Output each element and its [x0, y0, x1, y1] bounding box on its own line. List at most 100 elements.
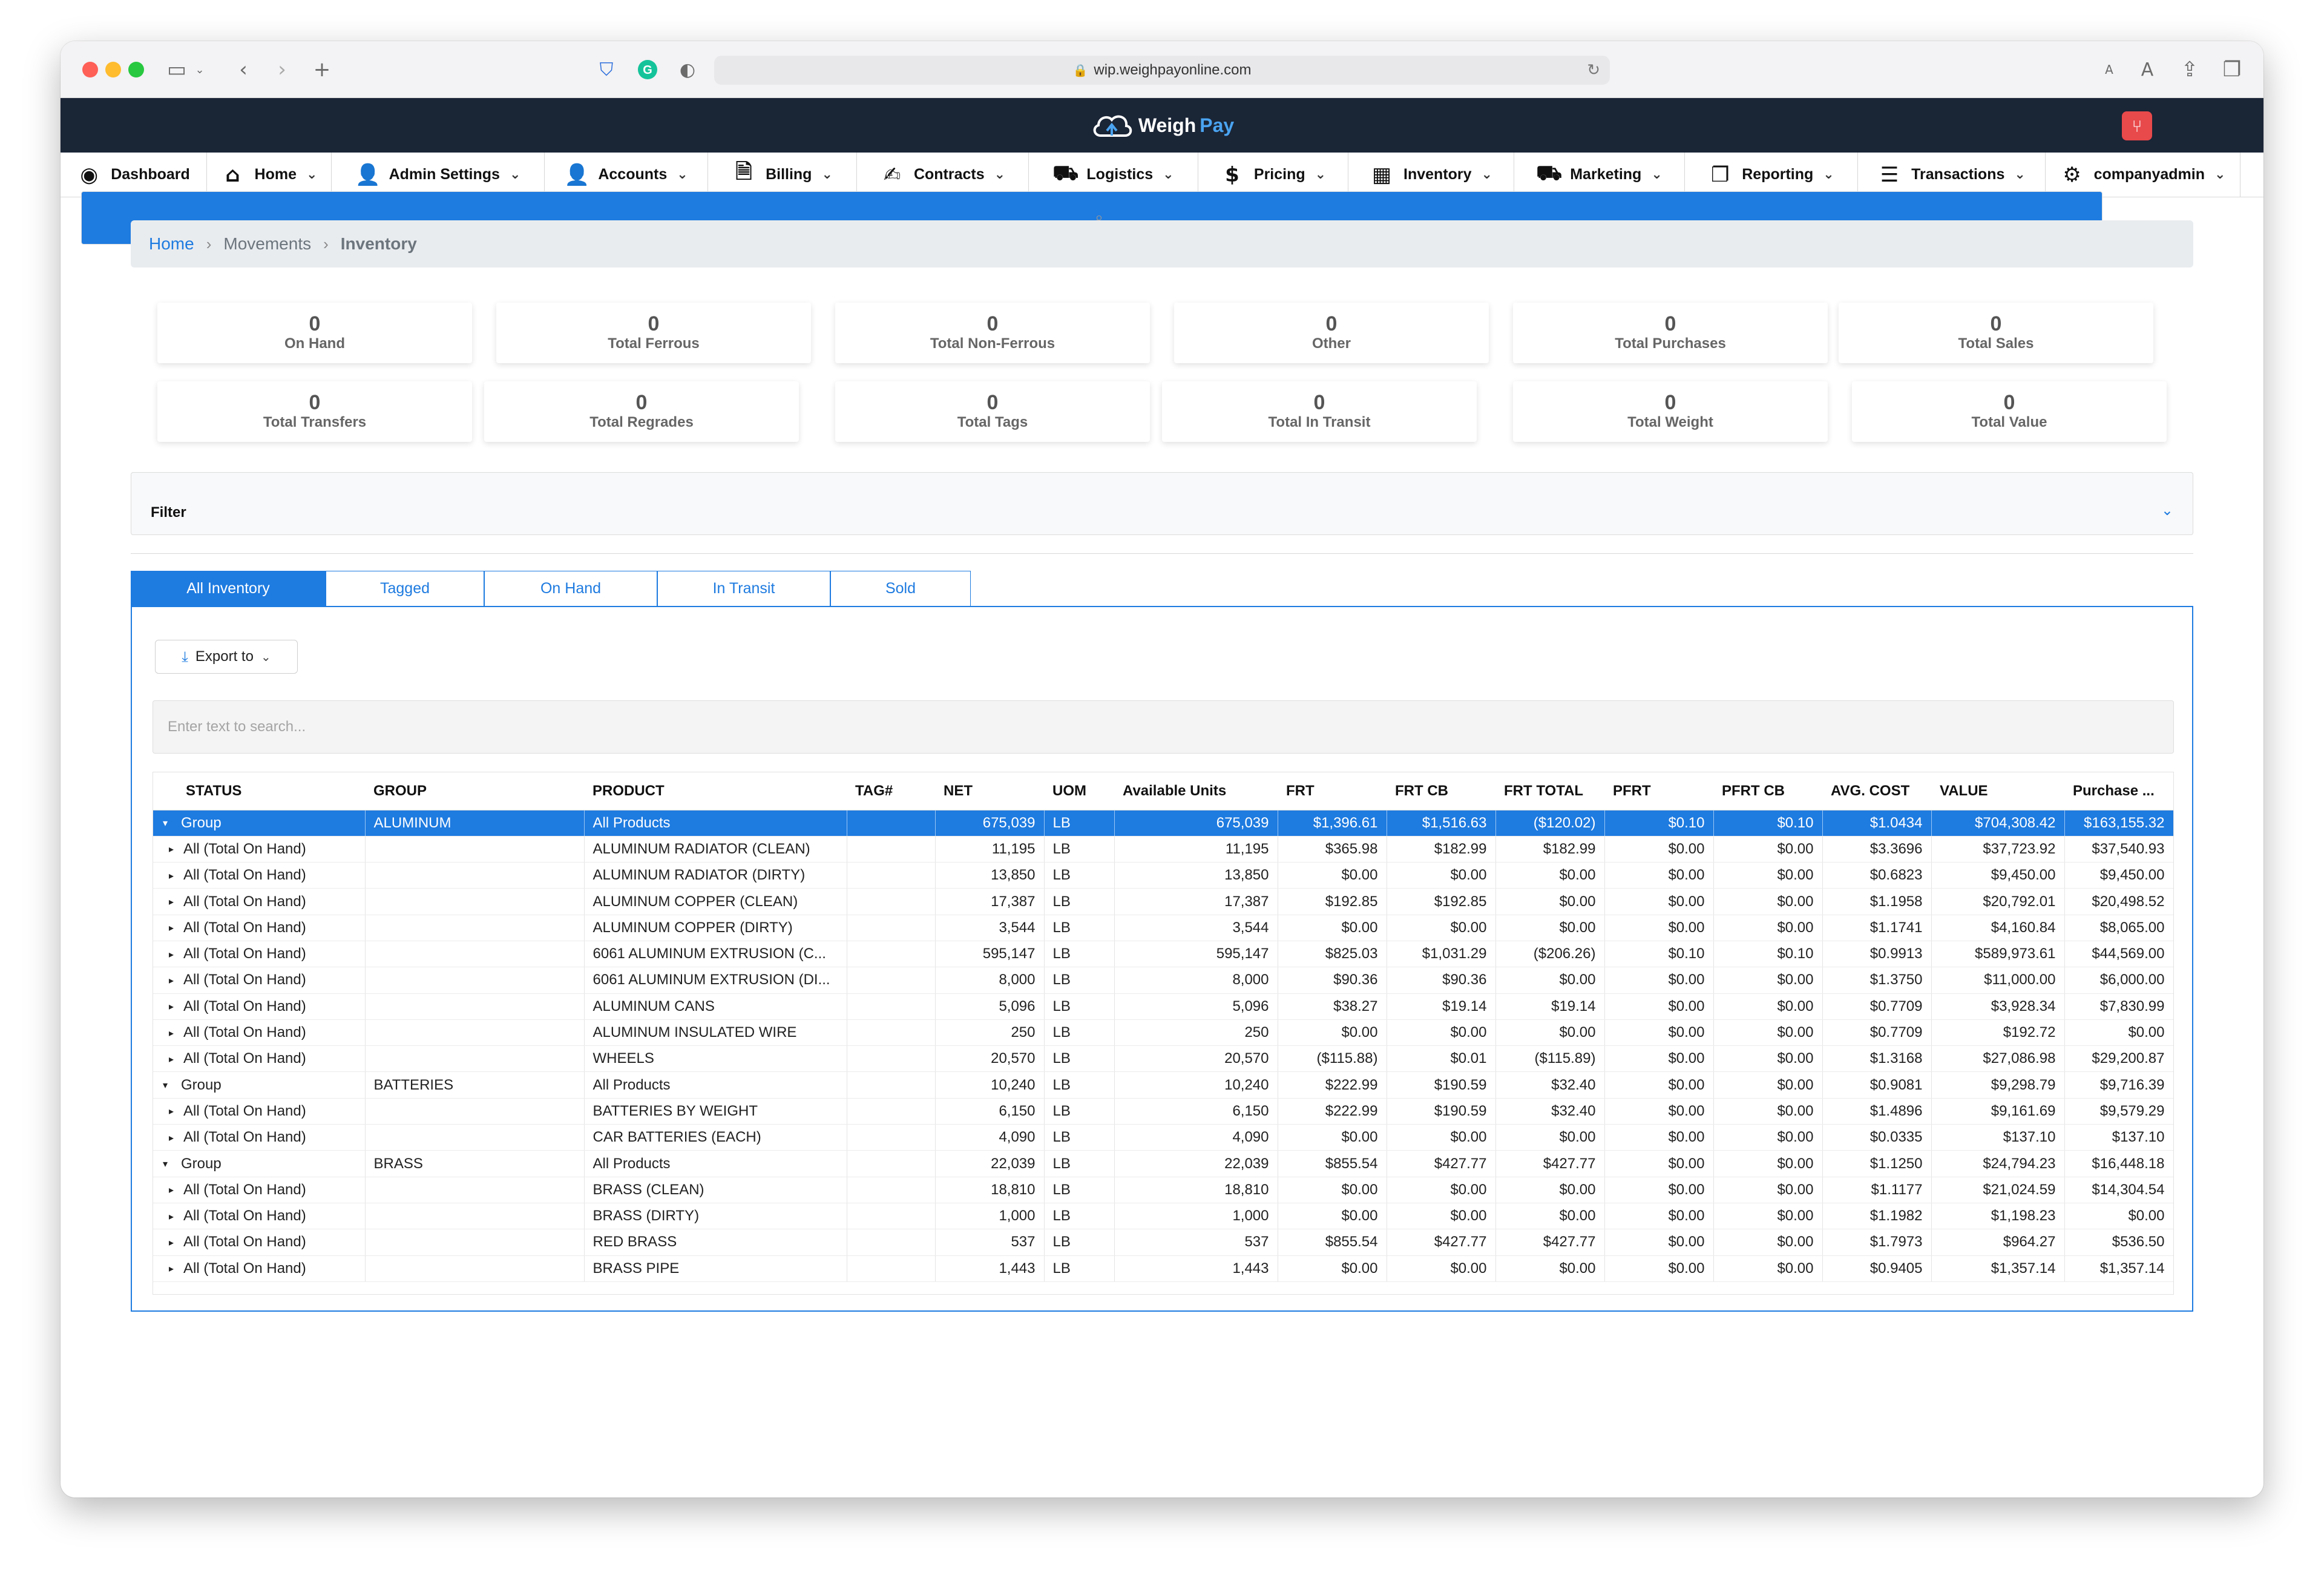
- grammarly-icon[interactable]: G: [635, 54, 660, 85]
- expand-caret-icon[interactable]: ▸: [153, 1255, 177, 1282]
- column-header[interactable]: PRODUCT: [584, 772, 847, 810]
- expand-caret-icon[interactable]: ▸: [153, 836, 177, 863]
- minimize-window-button[interactable]: [105, 62, 121, 77]
- expand-caret-icon[interactable]: ▸: [153, 941, 177, 968]
- zoom-window-button[interactable]: [128, 62, 144, 77]
- cell-frt: $192.85: [1278, 888, 1387, 915]
- table-row[interactable]: ▸ All (Total On Hand) RED BRASS 537 LB 537 $85…: [153, 1229, 2173, 1256]
- expand-caret-icon[interactable]: ▸: [153, 1098, 177, 1125]
- collapse-caret-icon[interactable]: ▾: [153, 810, 177, 837]
- sidebar-toggle-icon[interactable]: ▭: [166, 58, 187, 82]
- cell-pfrtcb: $0.00: [1713, 1150, 1823, 1177]
- nav-accounts[interactable]: 👤 Accounts ⌄: [545, 153, 708, 197]
- cell-purchase: $29,200.87: [2064, 1045, 2173, 1073]
- column-header[interactable]: GROUP: [365, 772, 584, 810]
- chevron-down-icon[interactable]: ⌄: [195, 63, 205, 76]
- tab-sold[interactable]: Sold: [830, 571, 971, 606]
- branch-button[interactable]: ⑂: [2122, 111, 2152, 140]
- expand-caret-icon[interactable]: ▸: [153, 993, 177, 1020]
- nav-inventory[interactable]: ▦ Inventory ⌄: [1348, 153, 1514, 197]
- expand-caret-icon[interactable]: ▸: [153, 1229, 177, 1256]
- tab-all-inventory[interactable]: All Inventory: [131, 571, 326, 606]
- nav-contracts[interactable]: ✍ Contracts ⌄: [857, 153, 1029, 197]
- column-header[interactable]: UOM: [1044, 772, 1114, 810]
- table-row[interactable]: ▸ All (Total On Hand) ALUMINUM RADIATOR (C…: [153, 836, 2173, 863]
- column-header[interactable]: AVG. COST: [1822, 772, 1931, 810]
- table-row[interactable]: ▸ All (Total On Hand) BRASS (CLEAN) 18,810 L…: [153, 1177, 2173, 1203]
- filter-panel[interactable]: Filter ⌄: [131, 472, 2193, 535]
- share-icon[interactable]: ⇪: [2181, 58, 2199, 82]
- column-header[interactable]: PFRT CB: [1713, 772, 1822, 810]
- new-tab-icon[interactable]: +: [313, 58, 331, 82]
- group-row[interactable]: ▾ Group BRASS All Products 22,039 LB 22,039 $85…: [153, 1150, 2173, 1177]
- column-header[interactable]: Purchase ...: [2064, 772, 2173, 810]
- privacy-icon[interactable]: ◐: [679, 59, 696, 81]
- expand-caret-icon[interactable]: ▸: [153, 862, 177, 889]
- search-input[interactable]: [153, 700, 2174, 754]
- nav-dashboard[interactable]: ◉ Dashboard: [61, 153, 207, 197]
- column-header[interactable]: Available Units: [1114, 772, 1278, 810]
- nav-marketing[interactable]: ⛟ Marketing ⌄: [1514, 153, 1685, 197]
- export-button[interactable]: ⤓ Export to ⌄: [155, 640, 298, 674]
- group-row[interactable]: ▾ Group BATTERIES All Products 10,240 LB 10,24…: [153, 1071, 2173, 1099]
- table-row[interactable]: ▸ All (Total On Hand) ALUMINUM RADIATOR (D…: [153, 862, 2173, 889]
- table-row[interactable]: ▸ All (Total On Hand) BRASS (DIRTY) 1,000 LB…: [153, 1203, 2173, 1230]
- expand-caret-icon[interactable]: ▸: [153, 888, 177, 915]
- weighpay-logo[interactable]: Weigh Pay: [1090, 111, 1234, 139]
- table-row[interactable]: ▸ All (Total On Hand) 6061 ALUMINUM EXTRUS…: [153, 941, 2173, 968]
- expand-caret-icon[interactable]: ▸: [153, 1177, 177, 1203]
- table-row[interactable]: ▸ All (Total On Hand) WHEELS 20,570 LB 20,570…: [153, 1045, 2173, 1073]
- collapse-caret-icon[interactable]: ▾: [153, 1071, 177, 1099]
- group-row[interactable]: ▾ Group ALUMINUM All Products 675,039 LB 675,0…: [153, 810, 2173, 837]
- nav-transactions[interactable]: ☰ Transactions ⌄: [1858, 153, 2046, 197]
- column-header[interactable]: NET: [935, 772, 1044, 810]
- shield-icon[interactable]: ⛉: [599, 59, 614, 81]
- tab-on-hand[interactable]: On Hand: [484, 571, 657, 606]
- column-header[interactable]: F: [2173, 772, 2174, 810]
- tab-tagged[interactable]: Tagged: [326, 571, 484, 606]
- expand-caret-icon[interactable]: ▸: [153, 1203, 177, 1230]
- nav-reporting[interactable]: ❐ Reporting ⌄: [1685, 153, 1858, 197]
- table-row[interactable]: ▸ All (Total On Hand) ALUMINUM COPPER (DIR…: [153, 915, 2173, 941]
- table-row[interactable]: ▸ All (Total On Hand) ALUMINUM INSULATED W…: [153, 1019, 2173, 1047]
- reload-icon[interactable]: ↻: [1587, 61, 1600, 79]
- breadcrumb-home[interactable]: Home: [149, 234, 194, 253]
- table-row[interactable]: ▸ All (Total On Hand) BRASS PIPE 1,443 LB 1,4…: [153, 1255, 2173, 1282]
- column-header[interactable]: FRT CB: [1387, 772, 1495, 810]
- tab-in-transit[interactable]: In Transit: [657, 571, 830, 606]
- expand-caret-icon[interactable]: ▸: [153, 967, 177, 994]
- table-row[interactable]: ▸ All (Total On Hand) 6061 ALUMINUM EXTRUS…: [153, 967, 2173, 994]
- text-larger-icon[interactable]: A: [2141, 59, 2154, 81]
- table-row[interactable]: ▸ All (Total On Hand) CAR BATTERIES (EACH)…: [153, 1124, 2173, 1151]
- nav-pricing[interactable]: $ Pricing ⌄: [1198, 153, 1348, 197]
- column-header[interactable]: PFRT: [1604, 772, 1713, 810]
- close-window-button[interactable]: [82, 62, 98, 77]
- expand-caret-icon[interactable]: ▸: [153, 1019, 177, 1047]
- chevron-down-icon[interactable]: ⌄: [2161, 502, 2173, 519]
- cell-pfrt: $0.00: [1604, 1045, 1714, 1073]
- breadcrumb-movements[interactable]: Movements: [223, 234, 312, 253]
- forward-icon[interactable]: ›: [278, 58, 286, 82]
- column-header[interactable]: VALUE: [1931, 772, 2064, 810]
- nav-companyadmin[interactable]: ⚙ companyadmin ⌄: [2046, 153, 2240, 197]
- column-header[interactable]: FRT TOTAL: [1495, 772, 1604, 810]
- tabs-overview-icon[interactable]: ❐: [2222, 58, 2242, 82]
- expand-caret-icon[interactable]: ▸: [153, 1124, 177, 1151]
- collapse-caret-icon[interactable]: ▾: [153, 1150, 177, 1177]
- text-smaller-icon[interactable]: A: [2105, 62, 2113, 77]
- back-icon[interactable]: ‹: [239, 58, 248, 82]
- expand-caret-icon[interactable]: ▸: [153, 1045, 177, 1073]
- nav-logistics[interactable]: ⛟ Logistics ⌄: [1029, 153, 1198, 197]
- nav-home[interactable]: ⌂ Home ⌄: [207, 153, 332, 197]
- table-row[interactable]: ▸ All (Total On Hand) ALUMINUM COPPER (CLE…: [153, 888, 2173, 915]
- nav-billing[interactable]: 🗎 Billing ⌄: [708, 153, 857, 197]
- user-icon: 👤: [564, 162, 590, 187]
- table-row[interactable]: ▸ All (Total On Hand) BATTERIES BY WEIGHT 6…: [153, 1098, 2173, 1125]
- column-header[interactable]: STATUS: [177, 772, 365, 810]
- column-header[interactable]: TAG#: [847, 772, 935, 810]
- expand-caret-icon[interactable]: ▸: [153, 915, 177, 941]
- address-bar[interactable]: 🔒 wip.weighpayonline.com ↻: [714, 56, 1610, 85]
- nav-admin-settings[interactable]: 👤 Admin Settings ⌄: [332, 153, 545, 197]
- table-row[interactable]: ▸ All (Total On Hand) ALUMINUM CANS 5,096 LB…: [153, 993, 2173, 1020]
- column-header[interactable]: FRT: [1278, 772, 1387, 810]
